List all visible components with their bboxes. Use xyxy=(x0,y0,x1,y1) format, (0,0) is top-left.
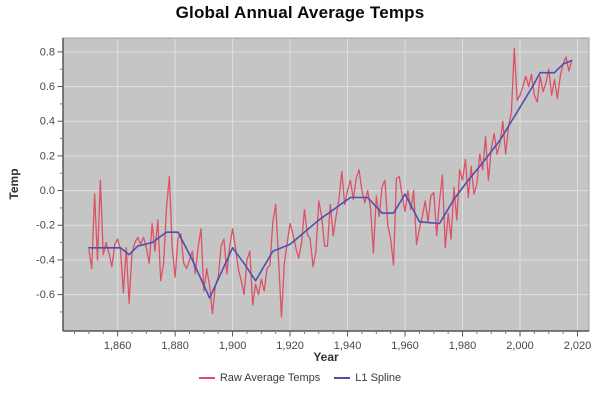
y-axis-label: Temp xyxy=(7,168,21,200)
legend-label-raw: Raw Average Temps xyxy=(219,372,321,384)
y-tick-label: 0.0 xyxy=(40,185,55,197)
x-tick-label: 1,900 xyxy=(219,340,247,352)
x-tick-label: 1,860 xyxy=(104,340,132,352)
y-tick-label: 0.8 xyxy=(40,46,55,58)
y-tick-label: 0.6 xyxy=(40,81,55,93)
y-tick-label: -0.2 xyxy=(36,220,55,232)
x-axis-label: Year xyxy=(313,350,339,364)
x-tick-label: 1,920 xyxy=(276,340,304,352)
y-tick-label: -0.6 xyxy=(36,289,55,301)
legend-label-spline: L1 Spline xyxy=(355,372,402,384)
legend-item-raw: Raw Average Temps xyxy=(198,372,321,384)
x-tick-label: 1,940 xyxy=(334,340,362,352)
y-tick-label: -0.4 xyxy=(36,254,55,266)
raw-series-swatch xyxy=(198,377,215,379)
legend-item-spline: L1 Spline xyxy=(334,372,401,384)
y-tick-label: 0.2 xyxy=(40,150,55,162)
x-tick-label: 1,880 xyxy=(161,340,189,352)
chart-title: Global Annual Average Temps xyxy=(175,3,425,22)
spline-series-line xyxy=(88,59,573,299)
x-tick-label: 2,020 xyxy=(564,340,592,352)
x-tick-label: 2,000 xyxy=(506,340,534,352)
spline-series-swatch xyxy=(334,377,351,379)
plot-background xyxy=(63,38,589,331)
x-tick-label: 1,980 xyxy=(449,340,477,352)
raw-series-line xyxy=(88,47,573,318)
x-tick-label: 1,960 xyxy=(391,340,419,352)
legend: Raw Average Temps L1 Spline xyxy=(0,372,600,384)
y-tick-label: 0.4 xyxy=(40,116,55,128)
